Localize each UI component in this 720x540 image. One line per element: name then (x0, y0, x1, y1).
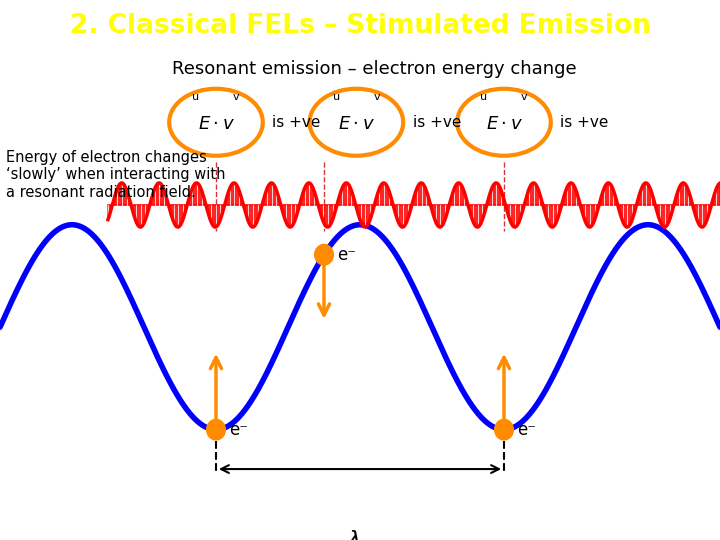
Text: is +ve: is +ve (413, 114, 461, 130)
Circle shape (315, 245, 333, 265)
Text: e⁻: e⁻ (337, 246, 356, 264)
Text: 2. Classical FELs – Stimulated Emission: 2. Classical FELs – Stimulated Emission (70, 12, 650, 39)
Text: Resonant emission – electron energy change: Resonant emission – electron energy chan… (172, 59, 577, 78)
Text: v: v (373, 92, 380, 102)
Text: is +ve: is +ve (560, 114, 608, 130)
Circle shape (207, 420, 225, 440)
Text: $E\cdot v$: $E\cdot v$ (197, 115, 235, 133)
Text: u: u (480, 92, 487, 102)
Text: e⁻: e⁻ (517, 421, 536, 438)
Text: e⁻: e⁻ (229, 421, 248, 438)
Text: v: v (521, 92, 528, 102)
Circle shape (495, 420, 513, 440)
Text: u: u (192, 92, 199, 102)
Text: Energy of electron changes
‘slowly’ when interacting with
a resonant radiation f: Energy of electron changes ‘slowly’ when… (6, 150, 225, 200)
Text: $E\cdot v$: $E\cdot v$ (485, 115, 523, 133)
Text: v: v (233, 92, 240, 102)
Text: $E\cdot v$: $E\cdot v$ (338, 115, 375, 133)
Text: u: u (333, 92, 340, 102)
Text: $\lambda_u$: $\lambda_u$ (347, 528, 373, 540)
Text: is +ve: is +ve (272, 114, 320, 130)
